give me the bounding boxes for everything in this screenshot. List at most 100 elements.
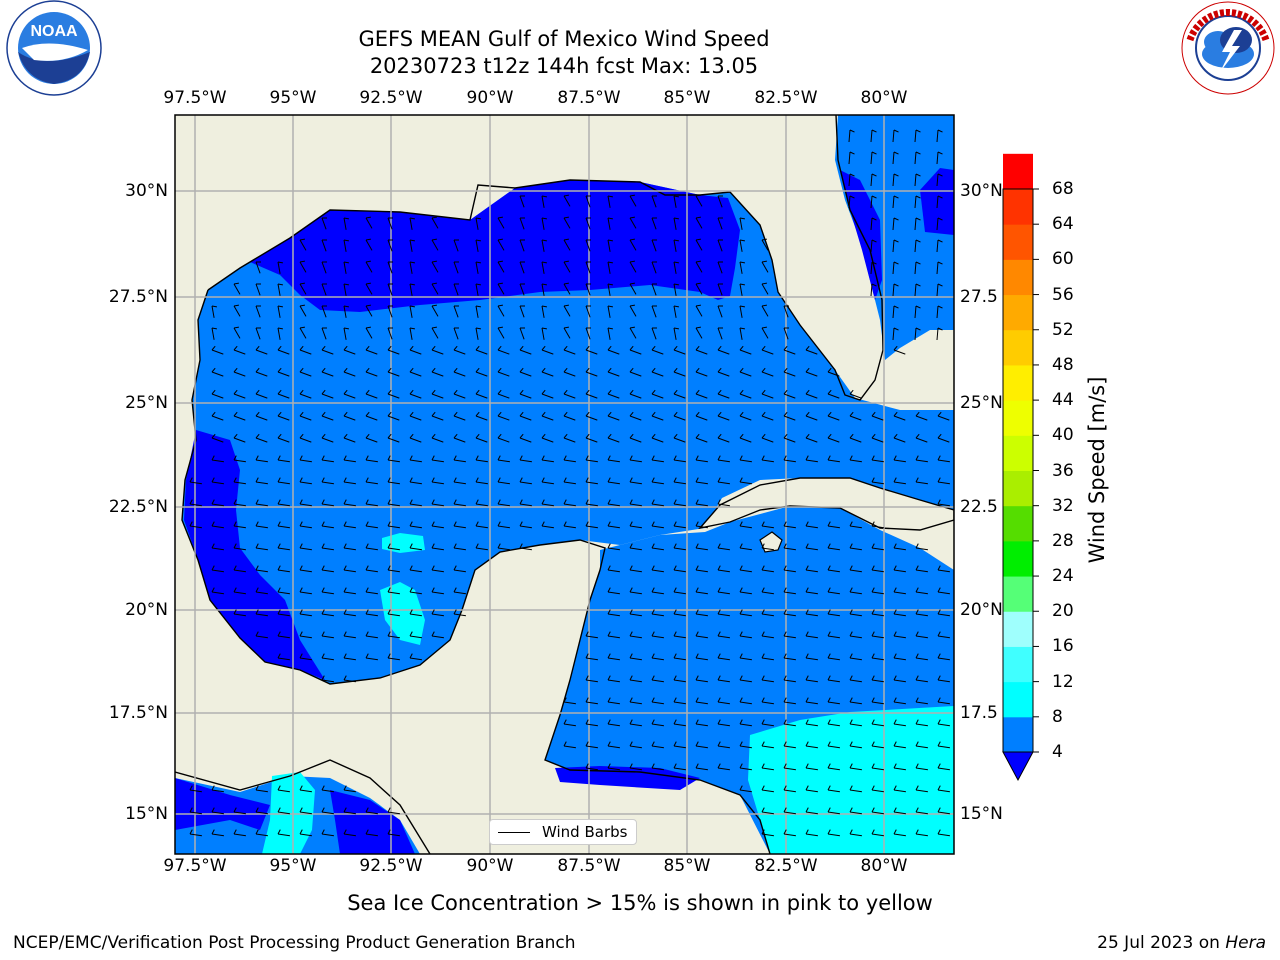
wind-barb <box>497 349 510 355</box>
wind-barb <box>914 151 917 165</box>
colorbar-box <box>1003 224 1033 260</box>
wind-barb <box>651 195 657 208</box>
wind-barb-flag <box>673 521 677 527</box>
wind-barb <box>277 261 281 274</box>
wind-barb-flag <box>805 763 809 769</box>
wind-barb-flag <box>783 455 787 461</box>
wind-barb <box>893 569 906 573</box>
wind-barb <box>409 415 422 421</box>
wind-barb <box>783 723 796 727</box>
wind-barb-flag <box>805 631 809 637</box>
wind-barb <box>805 767 818 771</box>
wind-barb <box>936 239 939 253</box>
wind-barb-flag <box>739 345 744 351</box>
wind-barb-flag <box>607 631 611 637</box>
wind-barb-flag <box>937 261 943 265</box>
wind-barb <box>805 679 818 683</box>
wind-barb <box>233 305 241 317</box>
wind-barb-flag <box>321 653 325 659</box>
wind-barb <box>717 481 730 485</box>
wind-barb-flag <box>739 719 743 725</box>
wind-barb-flag <box>651 455 655 461</box>
wind-barb <box>651 305 657 318</box>
wind-barb-flag <box>277 587 281 593</box>
wind-barb-flag <box>761 543 765 549</box>
wind-barb <box>761 459 774 463</box>
wind-barb-flag <box>475 455 479 461</box>
wind-barb <box>387 635 400 639</box>
wind-barb-flag <box>849 763 853 769</box>
wind-barb <box>629 569 642 573</box>
wind-barb <box>299 283 307 295</box>
wind-barb-flag <box>783 345 788 351</box>
wind-barb-flag <box>915 129 921 133</box>
wind-barb-flag <box>937 151 943 155</box>
wind-barb <box>761 613 774 617</box>
wind-barb-flag <box>695 719 699 725</box>
wind-barb-flag <box>651 389 656 395</box>
wind-barb <box>915 591 928 595</box>
wind-barb-flag <box>783 697 787 703</box>
wind-barb-flag <box>915 305 921 309</box>
wind-barb <box>497 547 510 551</box>
wind-barb <box>475 327 479 340</box>
wind-barb-flag <box>255 367 260 373</box>
wind-barb <box>365 481 378 485</box>
wind-barb <box>387 305 393 318</box>
pacific-calm-east <box>330 790 415 854</box>
gulf-coastline <box>207 115 884 401</box>
wind-barb-flag <box>277 653 281 659</box>
wind-barb <box>629 415 642 421</box>
wind-barb-flag <box>739 305 745 308</box>
wind-barb-flag <box>563 697 567 703</box>
wind-barb <box>937 459 950 463</box>
wind-barb <box>717 305 723 318</box>
wind-barb-flag <box>849 719 853 725</box>
wind-barb <box>629 217 637 229</box>
wind-barb <box>453 283 459 296</box>
wind-barb <box>739 789 752 793</box>
wind-barb-flag <box>277 609 281 615</box>
wind-barb <box>365 811 378 815</box>
wind-barb-flag <box>475 433 480 439</box>
wind-barb <box>695 459 708 463</box>
colorbar-box <box>1003 400 1033 436</box>
wind-barb <box>321 635 334 639</box>
wind-barb <box>761 679 774 683</box>
wind-barb <box>563 459 576 463</box>
wind-barb-flag <box>343 543 347 549</box>
wind-barb <box>255 327 261 340</box>
wind-barb-flag <box>761 367 766 373</box>
wind-barb <box>585 217 591 230</box>
wind-barb <box>563 525 576 529</box>
wind-barb <box>233 437 246 443</box>
wind-barb-flag <box>585 367 590 373</box>
wind-barb <box>255 459 268 463</box>
wind-barb-flag <box>343 411 348 417</box>
wind-barb <box>255 811 268 815</box>
wind-barb-flag <box>761 763 765 769</box>
wind-barb <box>651 569 664 573</box>
wind-barb <box>629 349 642 355</box>
wind-barb-flag <box>717 741 721 747</box>
wind-barb-flag <box>695 345 700 351</box>
wind-barb-flag <box>387 829 391 835</box>
wind-barb <box>321 283 327 296</box>
wind-barb-flag <box>255 829 259 835</box>
wind-barb <box>607 591 620 595</box>
wind-barb-flag <box>937 239 943 243</box>
wind-barb-flag <box>629 367 634 373</box>
wind-barb <box>409 569 422 573</box>
wind-barb <box>321 503 334 507</box>
wind-barb <box>717 283 723 296</box>
wind-barb-flag <box>497 326 503 329</box>
wind-barb <box>211 591 224 595</box>
wind-barb-flag <box>607 261 613 264</box>
wind-barb <box>936 217 939 231</box>
wind-barb-flag <box>915 411 920 417</box>
wind-barb-flag <box>761 326 767 329</box>
wind-barb-flag <box>915 433 920 439</box>
wind-barb <box>233 547 246 551</box>
wind-barb <box>871 613 884 617</box>
wind-barb <box>805 811 818 815</box>
